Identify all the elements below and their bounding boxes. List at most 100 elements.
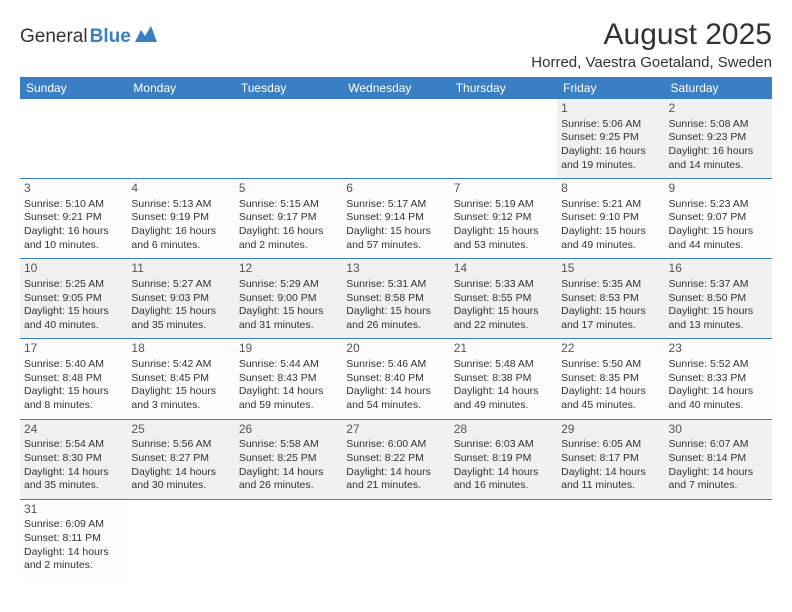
daylight-text: and 11 minutes. — [561, 479, 660, 493]
day-cell: 1Sunrise: 5:06 AMSunset: 9:25 PMDaylight… — [557, 99, 664, 179]
day-cell: 8Sunrise: 5:21 AMSunset: 9:10 PMDaylight… — [557, 179, 664, 259]
day-cell: 11Sunrise: 5:27 AMSunset: 9:03 PMDayligh… — [127, 259, 234, 339]
day-cell — [235, 99, 342, 179]
daylight-text: Daylight: 15 hours — [561, 225, 660, 239]
sunset-text: Sunset: 9:25 PM — [561, 131, 660, 145]
daylight-text: Daylight: 15 hours — [346, 305, 445, 319]
sunset-text: Sunset: 9:03 PM — [131, 292, 230, 306]
daylight-text: and 16 minutes. — [454, 479, 553, 493]
daylight-text: Daylight: 14 hours — [239, 385, 338, 399]
daylight-text: and 22 minutes. — [454, 319, 553, 333]
day-cell — [127, 99, 234, 179]
day-cell: 29Sunrise: 6:05 AMSunset: 8:17 PMDayligh… — [557, 419, 664, 499]
sunrise-text: Sunrise: 5:25 AM — [24, 278, 123, 292]
day-cell: 20Sunrise: 5:46 AMSunset: 8:40 PMDayligh… — [342, 339, 449, 419]
daylight-text: and 2 minutes. — [24, 559, 123, 573]
day-cell: 18Sunrise: 5:42 AMSunset: 8:45 PMDayligh… — [127, 339, 234, 419]
logo-text-1: General — [20, 26, 88, 48]
day-cell — [235, 499, 342, 579]
daylight-text: and 14 minutes. — [669, 159, 768, 173]
sunset-text: Sunset: 9:17 PM — [239, 211, 338, 225]
sunrise-text: Sunrise: 5:06 AM — [561, 118, 660, 132]
sunrise-text: Sunrise: 5:52 AM — [669, 358, 768, 372]
day-cell: 23Sunrise: 5:52 AMSunset: 8:33 PMDayligh… — [665, 339, 772, 419]
col-friday: Friday — [557, 77, 664, 99]
day-cell — [450, 499, 557, 579]
sunset-text: Sunset: 9:23 PM — [669, 131, 768, 145]
daylight-text: Daylight: 14 hours — [669, 385, 768, 399]
sunset-text: Sunset: 8:11 PM — [24, 532, 123, 546]
sunset-text: Sunset: 9:19 PM — [131, 211, 230, 225]
daylight-text: Daylight: 14 hours — [346, 385, 445, 399]
sunrise-text: Sunrise: 5:08 AM — [669, 118, 768, 132]
day-cell: 27Sunrise: 6:00 AMSunset: 8:22 PMDayligh… — [342, 419, 449, 499]
table-row: 1Sunrise: 5:06 AMSunset: 9:25 PMDaylight… — [20, 99, 772, 179]
daylight-text: and 35 minutes. — [24, 479, 123, 493]
daylight-text: and 13 minutes. — [669, 319, 768, 333]
col-sunday: Sunday — [20, 77, 127, 99]
daylight-text: and 40 minutes. — [24, 319, 123, 333]
sunrise-text: Sunrise: 5:15 AM — [239, 198, 338, 212]
day-number: 12 — [239, 261, 338, 277]
daylight-text: Daylight: 15 hours — [24, 385, 123, 399]
sunset-text: Sunset: 8:55 PM — [454, 292, 553, 306]
sunrise-text: Sunrise: 5:40 AM — [24, 358, 123, 372]
daylight-text: and 7 minutes. — [669, 479, 768, 493]
day-cell: 17Sunrise: 5:40 AMSunset: 8:48 PMDayligh… — [20, 339, 127, 419]
day-number: 28 — [454, 422, 553, 438]
sunrise-text: Sunrise: 5:10 AM — [24, 198, 123, 212]
sunrise-text: Sunrise: 5:56 AM — [131, 438, 230, 452]
daylight-text: Daylight: 14 hours — [454, 385, 553, 399]
daylight-text: and 17 minutes. — [561, 319, 660, 333]
day-cell: 15Sunrise: 5:35 AMSunset: 8:53 PMDayligh… — [557, 259, 664, 339]
sunset-text: Sunset: 8:33 PM — [669, 372, 768, 386]
day-cell: 5Sunrise: 5:15 AMSunset: 9:17 PMDaylight… — [235, 179, 342, 259]
sunrise-text: Sunrise: 5:42 AM — [131, 358, 230, 372]
sunset-text: Sunset: 9:00 PM — [239, 292, 338, 306]
day-cell — [342, 99, 449, 179]
daylight-text: Daylight: 16 hours — [561, 145, 660, 159]
day-cell — [127, 499, 234, 579]
daylight-text: Daylight: 16 hours — [131, 225, 230, 239]
day-header-row: Sunday Monday Tuesday Wednesday Thursday… — [20, 77, 772, 99]
sunset-text: Sunset: 8:30 PM — [24, 452, 123, 466]
sunrise-text: Sunrise: 5:17 AM — [346, 198, 445, 212]
sunset-text: Sunset: 9:10 PM — [561, 211, 660, 225]
day-cell: 31Sunrise: 6:09 AMSunset: 8:11 PMDayligh… — [20, 499, 127, 579]
col-monday: Monday — [127, 77, 234, 99]
title-block: August 2025 Horred, Vaestra Goetaland, S… — [531, 18, 772, 71]
daylight-text: and 35 minutes. — [131, 319, 230, 333]
day-cell — [665, 499, 772, 579]
day-cell: 21Sunrise: 5:48 AMSunset: 8:38 PMDayligh… — [450, 339, 557, 419]
daylight-text: and 2 minutes. — [239, 239, 338, 253]
day-number: 27 — [346, 422, 445, 438]
day-number: 23 — [669, 341, 768, 357]
daylight-text: and 40 minutes. — [669, 399, 768, 413]
sunrise-text: Sunrise: 6:07 AM — [669, 438, 768, 452]
daylight-text: Daylight: 14 hours — [346, 466, 445, 480]
sunrise-text: Sunrise: 5:19 AM — [454, 198, 553, 212]
sunrise-text: Sunrise: 5:27 AM — [131, 278, 230, 292]
daylight-text: and 45 minutes. — [561, 399, 660, 413]
day-number: 14 — [454, 261, 553, 277]
sunset-text: Sunset: 8:25 PM — [239, 452, 338, 466]
day-cell: 4Sunrise: 5:13 AMSunset: 9:19 PMDaylight… — [127, 179, 234, 259]
sunrise-text: Sunrise: 5:35 AM — [561, 278, 660, 292]
sunset-text: Sunset: 8:19 PM — [454, 452, 553, 466]
day-cell: 25Sunrise: 5:56 AMSunset: 8:27 PMDayligh… — [127, 419, 234, 499]
sunset-text: Sunset: 9:05 PM — [24, 292, 123, 306]
daylight-text: Daylight: 14 hours — [24, 546, 123, 560]
daylight-text: Daylight: 15 hours — [346, 225, 445, 239]
daylight-text: Daylight: 15 hours — [24, 305, 123, 319]
daylight-text: Daylight: 15 hours — [454, 305, 553, 319]
day-number: 30 — [669, 422, 768, 438]
logo-text-2: Blue — [90, 26, 131, 48]
sunrise-text: Sunrise: 5:23 AM — [669, 198, 768, 212]
sunrise-text: Sunrise: 5:54 AM — [24, 438, 123, 452]
sunset-text: Sunset: 8:43 PM — [239, 372, 338, 386]
day-number: 6 — [346, 181, 445, 197]
daylight-text: and 49 minutes. — [561, 239, 660, 253]
sunrise-text: Sunrise: 5:31 AM — [346, 278, 445, 292]
table-row: 24Sunrise: 5:54 AMSunset: 8:30 PMDayligh… — [20, 419, 772, 499]
sunset-text: Sunset: 8:14 PM — [669, 452, 768, 466]
